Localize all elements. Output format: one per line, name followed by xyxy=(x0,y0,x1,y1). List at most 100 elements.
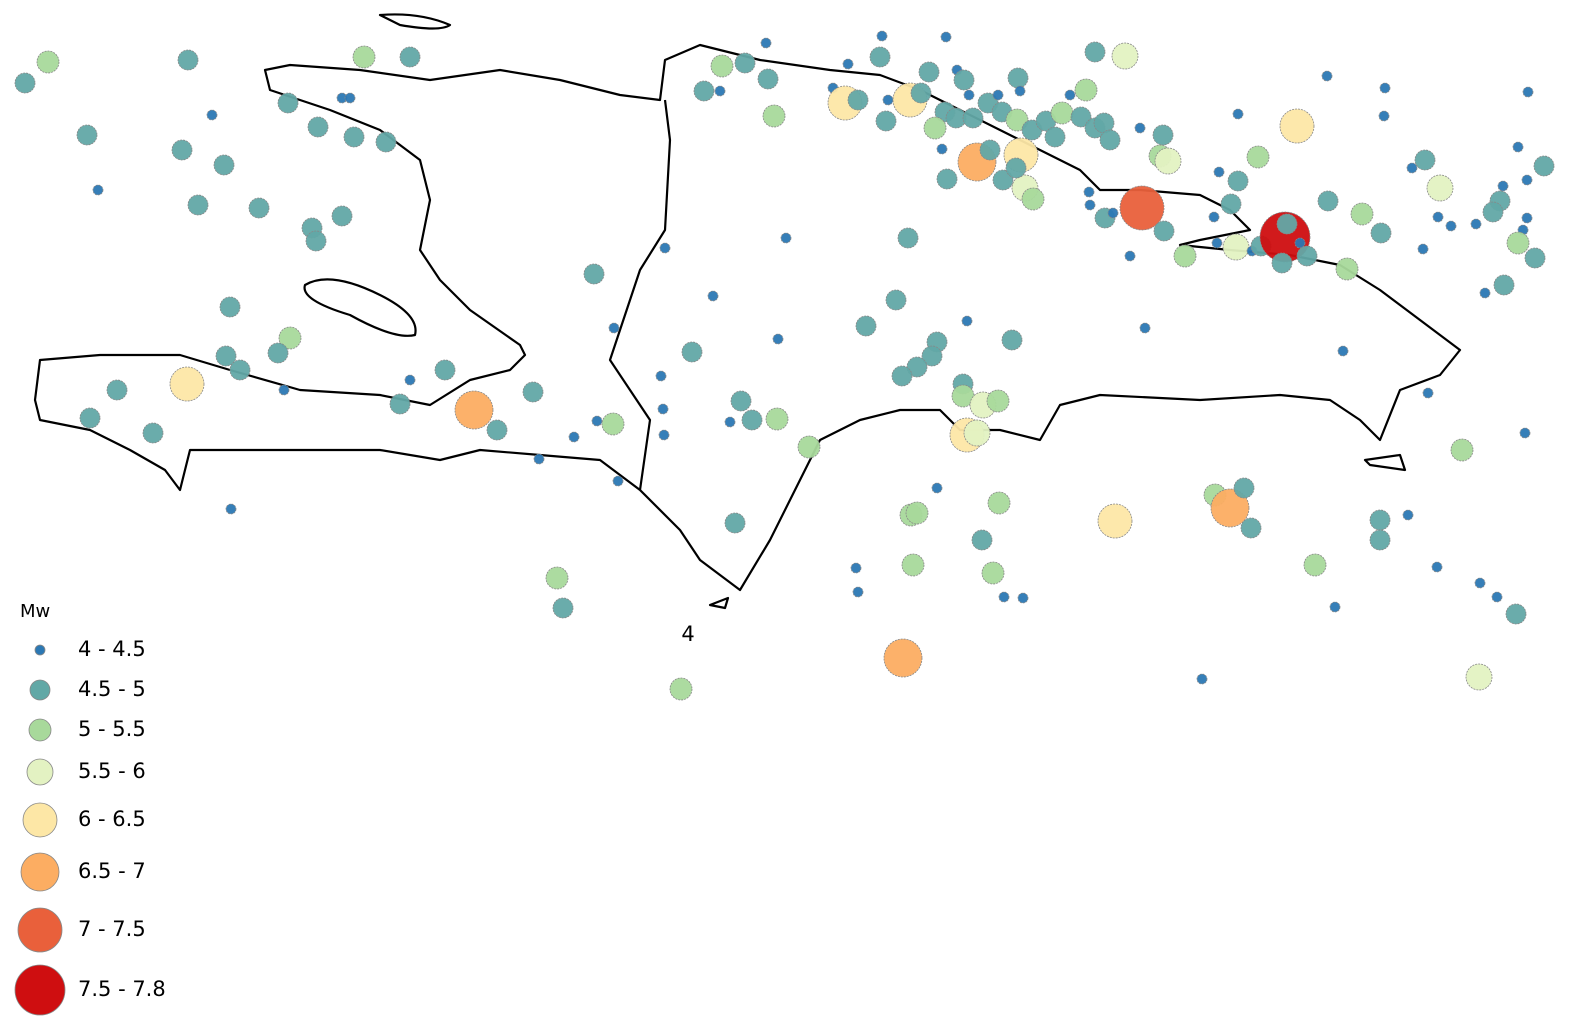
earthquake-dot xyxy=(1505,603,1527,625)
earthquake-dot xyxy=(1417,243,1429,255)
earthquake-dot xyxy=(1414,149,1436,171)
earthquake-dot xyxy=(278,326,302,350)
earthquake-dot xyxy=(404,374,416,386)
earthquake-dot xyxy=(277,92,299,114)
earthquake-dot xyxy=(1369,509,1391,531)
earthquake-dot xyxy=(876,30,888,42)
earthquake-dot xyxy=(568,431,580,443)
earthquake-dot xyxy=(352,45,376,69)
earthquake-dot xyxy=(1084,41,1106,63)
legend-label: 7 - 7.5 xyxy=(78,917,146,941)
earthquake-dot xyxy=(1233,477,1255,499)
earthquake-dot xyxy=(962,107,984,129)
legend-label: 4.5 - 5 xyxy=(78,677,146,701)
earthquake-dot xyxy=(707,290,719,302)
earthquake-dot xyxy=(1083,186,1095,198)
earthquake-dot xyxy=(797,435,821,459)
earthquake-dot xyxy=(992,169,1014,191)
earthquake-dot xyxy=(1303,553,1327,577)
earthquake-dot xyxy=(1124,250,1136,262)
earthquake-dot xyxy=(1406,162,1418,174)
earthquake-dot xyxy=(1321,70,1333,82)
earthquake-dot xyxy=(762,104,786,128)
earthquake-dot xyxy=(229,359,251,381)
earthquake-dot xyxy=(76,124,98,146)
earthquake-dot xyxy=(986,389,1010,413)
earthquake-dot xyxy=(780,232,792,244)
earthquake-dot xyxy=(375,131,397,153)
earthquake-dot xyxy=(1246,145,1270,169)
legend-label: 7.5 - 7.8 xyxy=(78,977,166,1001)
earthquake-dot xyxy=(885,289,907,311)
earthquake-dot xyxy=(875,110,897,132)
earthquake-dot xyxy=(1426,174,1454,202)
earthquake-dot xyxy=(106,379,128,401)
saona-island xyxy=(1363,453,1407,472)
earthquake-dot xyxy=(855,315,877,337)
earthquake-dot xyxy=(225,503,237,515)
earthquake-dot xyxy=(206,109,218,121)
earthquake-dot xyxy=(344,92,356,104)
earthquake-dot xyxy=(891,365,913,387)
legend-label: 5 - 5.5 xyxy=(78,717,146,741)
earthquake-dot xyxy=(741,409,763,431)
earthquake-dot xyxy=(434,359,456,381)
earthquake-dot xyxy=(669,677,693,701)
earthquake-dot xyxy=(1084,199,1096,211)
earthquake-dot xyxy=(79,407,101,429)
legend-swatch xyxy=(20,852,60,892)
earthquake-dot xyxy=(305,230,327,252)
earthquake-dot xyxy=(1153,220,1175,242)
earthquake-dot xyxy=(1317,190,1339,212)
gonave-island xyxy=(303,278,417,337)
earthquake-dot xyxy=(882,94,894,106)
legend-swatch xyxy=(17,907,63,953)
earthquake-dot xyxy=(1001,329,1023,351)
earthquake-dot xyxy=(1107,207,1119,219)
earthquake-dot xyxy=(931,482,943,494)
earthquake-dot xyxy=(1497,180,1509,192)
legend-swatch xyxy=(29,679,51,701)
earthquake-dot xyxy=(601,412,625,436)
earthquake-dot xyxy=(591,415,603,427)
earthquake-dot xyxy=(936,143,948,155)
earthquake-dot xyxy=(1222,233,1250,261)
earthquake-dot xyxy=(215,345,237,367)
earthquake-dot xyxy=(1482,201,1504,223)
legend-swatch xyxy=(22,802,58,838)
earthquake-dot xyxy=(923,116,947,140)
earthquake-dot xyxy=(1431,561,1443,573)
earthquake-dot xyxy=(734,52,756,74)
earthquakes xyxy=(14,30,1555,701)
earthquake-dot xyxy=(1005,157,1027,179)
earthquake-dot xyxy=(1422,387,1434,399)
earthquake-dot xyxy=(987,491,1011,515)
earthquake-dot xyxy=(1378,110,1390,122)
earthquake-dot xyxy=(1271,252,1293,274)
legend: Mw 4 - 4.5 4.5 - 5 5 - 5.5 5.5 - 6 6 - 6.5 6.… xyxy=(14,601,166,1016)
earthquake-dot xyxy=(1335,257,1359,281)
earthquake-dot xyxy=(897,227,919,249)
earthquake-dot xyxy=(1533,155,1555,177)
earthquake-dot xyxy=(658,429,670,441)
earthquake-dot xyxy=(213,154,235,176)
earthquake-dot xyxy=(1493,274,1515,296)
earthquake-dot xyxy=(910,82,932,104)
earthquake-dot xyxy=(1369,529,1391,551)
earthquake-dot xyxy=(177,49,199,71)
earthquake-dot xyxy=(1154,147,1182,175)
earthquake-dot xyxy=(1213,166,1225,178)
earthquake-dot xyxy=(1227,170,1249,192)
earthquake-dot xyxy=(486,419,508,441)
earthquake-dot xyxy=(714,85,726,97)
earthquake-dot xyxy=(961,315,973,327)
earthquake-dot xyxy=(963,89,975,101)
earthquake-dot xyxy=(659,242,671,254)
earthquake-dot xyxy=(1506,231,1530,255)
earthquake-dot xyxy=(1064,89,1076,101)
earthquake-dot xyxy=(248,197,270,219)
earthquake-dot xyxy=(267,342,289,364)
earthquake-dot xyxy=(1208,211,1220,223)
earthquake-dot xyxy=(1210,488,1250,528)
